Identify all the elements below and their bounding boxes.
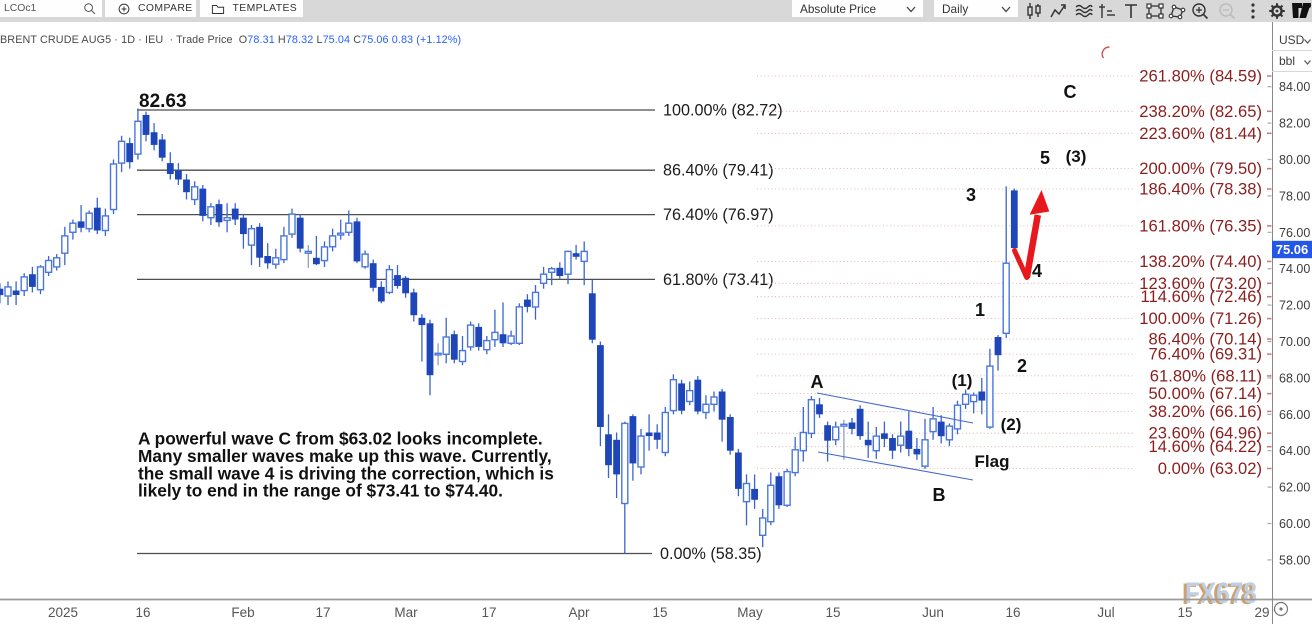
svg-text:Feb: Feb — [231, 605, 254, 620]
svg-text:86.40% (79.41): 86.40% (79.41) — [663, 162, 774, 180]
svg-text:Apr: Apr — [568, 605, 590, 620]
svg-text:200.00% (79.50): 200.00% (79.50) — [1139, 159, 1262, 178]
svg-text:38.20% (66.16): 38.20% (66.16) — [1149, 402, 1262, 421]
svg-text:2: 2 — [1017, 356, 1027, 376]
svg-text:0.00% (58.35): 0.00% (58.35) — [660, 545, 762, 563]
svg-text:68.00: 68.00 — [1279, 371, 1310, 385]
svg-text:Jun: Jun — [922, 605, 944, 620]
svg-text:138.20% (74.40): 138.20% (74.40) — [1139, 252, 1262, 271]
svg-text:58.00: 58.00 — [1279, 553, 1310, 567]
svg-text:14.60% (64.22): 14.60% (64.22) — [1149, 437, 1262, 456]
svg-text:84.00: 84.00 — [1279, 80, 1310, 94]
svg-text:17: 17 — [315, 605, 330, 620]
svg-text:61.80% (68.11): 61.80% (68.11) — [1150, 366, 1262, 385]
svg-text:50.00% (67.14): 50.00% (67.14) — [1149, 384, 1262, 403]
svg-text:the small wave 4 is driving th: the small wave 4 is driving the correcti… — [138, 463, 554, 483]
svg-text:29: 29 — [1254, 605, 1269, 620]
svg-text:100.00% (82.72): 100.00% (82.72) — [663, 102, 783, 120]
svg-text:16: 16 — [1005, 605, 1020, 620]
svg-text:123.60% (73.20): 123.60% (73.20) — [1139, 274, 1262, 293]
svg-text:86.40% (70.14): 86.40% (70.14) — [1149, 330, 1262, 349]
svg-text:Many smaller waves make up thi: Many smaller waves make up this wave. Cu… — [138, 446, 552, 466]
svg-text:1: 1 — [975, 300, 985, 320]
svg-text:82.63: 82.63 — [139, 91, 187, 112]
svg-text:May: May — [737, 605, 763, 620]
svg-text:76.40% (76.97): 76.40% (76.97) — [663, 206, 774, 224]
svg-text:Jul: Jul — [1097, 605, 1114, 620]
svg-text:72.00: 72.00 — [1279, 299, 1310, 313]
svg-text:75.06: 75.06 — [1276, 242, 1309, 257]
svg-text:82.00: 82.00 — [1279, 117, 1310, 131]
svg-text:80.00: 80.00 — [1279, 153, 1310, 167]
svg-text:3: 3 — [966, 185, 976, 205]
svg-text:223.60% (81.44): 223.60% (81.44) — [1139, 124, 1262, 143]
svg-text:2025: 2025 — [48, 605, 78, 620]
svg-text:(1): (1) — [952, 371, 973, 390]
svg-text:bbl: bbl — [1279, 54, 1295, 68]
svg-text:23.60% (64.96): 23.60% (64.96) — [1149, 424, 1262, 443]
svg-text:likely to end in the range of: likely to end in the range of $73.41 to … — [138, 481, 503, 501]
svg-text:17: 17 — [481, 605, 496, 620]
svg-text:(3): (3) — [1066, 147, 1087, 166]
svg-text:62.00: 62.00 — [1279, 481, 1310, 495]
svg-text:(2): (2) — [1001, 415, 1022, 434]
svg-text:64.00: 64.00 — [1279, 444, 1310, 458]
svg-text:15: 15 — [652, 605, 667, 620]
svg-text:FX678: FX678 — [1182, 578, 1254, 611]
svg-text:114.60% (72.46): 114.60% (72.46) — [1141, 287, 1262, 306]
svg-text:Flag: Flag — [975, 452, 1010, 471]
svg-text:238.20% (82.65): 238.20% (82.65) — [1139, 102, 1262, 121]
svg-text:100.00% (71.26): 100.00% (71.26) — [1139, 309, 1262, 328]
svg-text:261.80% (84.59): 261.80% (84.59) — [1139, 67, 1262, 86]
svg-text:B: B — [933, 485, 946, 505]
svg-text:78.00: 78.00 — [1279, 189, 1310, 203]
svg-text:60.00: 60.00 — [1279, 517, 1310, 531]
svg-text:A: A — [811, 372, 824, 392]
svg-text:161.80% (76.35): 161.80% (76.35) — [1139, 216, 1262, 235]
svg-text:A powerful wave C from $63.02: A powerful wave C from $63.02 looks inco… — [138, 429, 543, 449]
svg-text:15: 15 — [825, 605, 840, 620]
svg-text:74.00: 74.00 — [1279, 262, 1310, 276]
svg-text:76.00: 76.00 — [1279, 226, 1310, 240]
svg-text:15: 15 — [1177, 605, 1192, 620]
svg-text:61.80% (73.41): 61.80% (73.41) — [663, 271, 774, 289]
svg-text:186.40% (78.38): 186.40% (78.38) — [1139, 180, 1262, 199]
svg-text:USD: USD — [1279, 33, 1305, 47]
svg-text:16: 16 — [135, 605, 150, 620]
svg-text:76.40% (69.31): 76.40% (69.31) — [1149, 345, 1262, 364]
svg-text:70.00: 70.00 — [1279, 335, 1310, 349]
svg-text:5: 5 — [1040, 148, 1050, 168]
svg-text:Mar: Mar — [394, 605, 418, 620]
svg-text:FX678: FX678 — [1185, 577, 1257, 610]
svg-text:0.00% (63.02): 0.00% (63.02) — [1158, 459, 1262, 478]
svg-text:C: C — [1064, 82, 1077, 102]
svg-text:4: 4 — [1032, 261, 1042, 281]
svg-text:66.00: 66.00 — [1279, 408, 1310, 422]
